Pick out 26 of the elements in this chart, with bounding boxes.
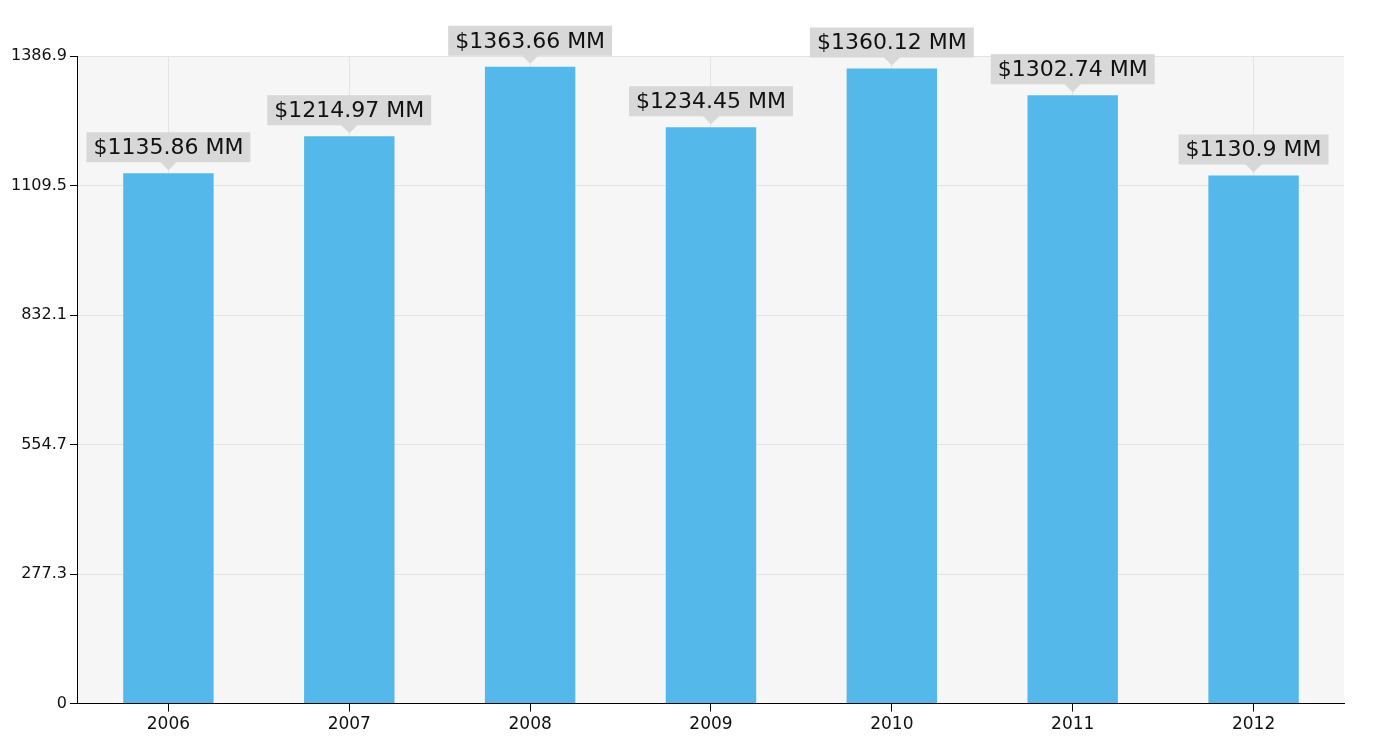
x-tick-label: 2009 [689,713,733,734]
bar [123,173,214,704]
bar [846,68,938,704]
y-tick-label: 1386.9 [11,45,67,65]
y-tick-label: 1109.5 [11,174,67,194]
data-label: $1360.12 MM [816,29,967,55]
bar [1027,95,1118,704]
x-tick-label: 2007 [327,713,371,734]
data-label: $1130.9 MM [1185,136,1322,162]
x-tick-label: 2006 [146,713,191,734]
data-label: $1363.66 MM [455,27,606,53]
y-tick-label: 832.1 [21,304,67,324]
y-tick-label: 277.3 [21,563,67,583]
data-label: $1214.97 MM [274,97,425,122]
x-tick-label: 2012 [1231,713,1276,734]
bar [304,136,395,704]
x-tick-label: 2010 [870,713,914,734]
bar [1208,175,1299,704]
y-tick-label: 554.7 [21,433,67,453]
x-tick-label: 2008 [508,713,552,734]
data-label: $1234.45 MM [636,87,786,113]
y-tick-label: 0 [56,692,67,712]
x-tick-label: 2011 [1051,713,1095,734]
data-label: $1135.86 MM [93,133,244,159]
data-label: $1302.74 MM [997,56,1148,82]
bar [665,127,757,704]
